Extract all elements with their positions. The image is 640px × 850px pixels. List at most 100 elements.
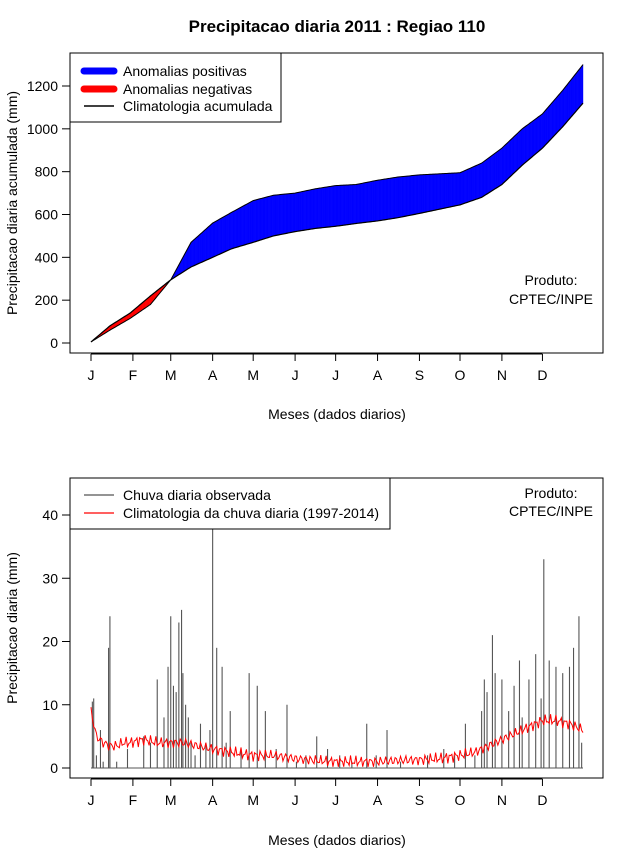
positive-anomaly-segment [236,208,239,248]
positive-anomaly-segment [354,184,357,224]
positive-anomaly-segment [412,175,415,216]
positive-anomaly-segment [566,82,569,123]
positive-anomaly-segment [494,151,497,190]
positive-anomaly-segment [469,167,472,202]
climatology-line [90,102,584,343]
positive-anomaly-segment [515,133,517,173]
positive-anomaly-segment [242,205,244,246]
positive-anomaly-segment [407,175,409,217]
positive-anomaly-segment [346,184,349,226]
positive-anomaly-segment [578,67,581,109]
positive-anomaly-segment [527,123,530,162]
positive-anomaly-segment [431,173,434,212]
bottom-y-tick-label: 20 [42,634,58,650]
positive-anomaly-segment [290,193,293,233]
positive-anomaly-segment [538,115,540,152]
positive-anomaly-segment [396,176,399,219]
positive-anomaly-segment [313,188,316,229]
positive-anomaly-segment [331,185,334,227]
positive-anomaly-segment [415,174,417,215]
positive-anomaly-segment [517,130,520,170]
positive-anomaly-segment [219,218,221,255]
positive-anomaly-segment [193,238,196,267]
accumulated-chart: 0 200 400 600 800 1000 1200 J F M A M J J A S O N D Meses… [4,52,604,422]
positive-anomaly-segment [524,125,527,164]
positive-anomaly-segment [478,163,481,199]
positive-anomaly-segment [505,142,508,182]
legend-observed-label: Chuva diaria observada [123,487,271,503]
positive-anomaly-segment [542,111,544,149]
bottom-x-tick-label: M [165,792,177,808]
positive-anomaly-segment [312,188,315,230]
positive-anomaly-segment [442,173,444,209]
positive-anomaly-segment [546,107,549,145]
positive-anomaly-segment [378,179,381,221]
positive-anomaly-segment [535,117,538,155]
positive-anomaly-segment [450,172,453,208]
bottom-x-label: Meses (dados diarios) [268,832,406,848]
positive-anomaly-segment [405,175,408,217]
positive-anomaly-segment [307,189,309,230]
top-y-tick-label: 1000 [27,121,58,137]
positive-anomaly-segment [192,239,194,267]
positive-anomaly-segment [332,185,335,227]
positive-anomaly-segment [511,137,513,176]
positive-anomaly-segment [281,194,284,235]
top-x-tick-label: F [129,367,138,383]
positive-anomaly-segment [443,173,446,209]
bottom-x-tick-label: O [455,792,466,808]
positive-anomaly-segment [457,172,459,206]
top-x-tick-label: O [455,367,466,383]
bottom-x-tick-label: J [292,792,299,808]
positive-anomaly-segment [274,194,277,236]
positive-anomaly-segment [486,157,489,195]
positive-anomaly-segment [551,100,554,139]
positive-anomaly-segment [577,69,580,110]
positive-anomaly-segment [358,183,361,224]
positive-anomaly-segment [247,202,250,245]
bottom-legend-box [69,477,391,530]
positive-anomaly-segment [497,149,500,188]
positive-anomaly-segment [516,132,519,171]
positive-anomaly-segment [536,116,539,154]
top-x-tick-label: N [497,367,507,383]
positive-anomaly-segment [371,180,374,222]
positive-anomaly-segment [492,153,494,191]
positive-anomaly-segment [481,161,484,198]
top-x-tick-label: D [537,367,547,383]
legend-positive-label: Anomalias positivas [123,63,247,79]
positive-anomaly-segment [262,197,265,240]
positive-anomaly-segment [561,89,563,129]
positive-anomaly-segment [292,192,294,233]
positive-anomaly-segment [207,226,209,261]
positive-anomaly-segment [263,197,266,240]
positive-anomaly-segment [420,174,423,214]
positive-anomaly-segment [554,97,557,136]
positive-anomaly-segment [571,76,574,117]
positive-anomaly-segment [335,185,338,227]
positive-anomaly-segment [336,185,339,227]
positive-anomaly-segment [428,174,431,212]
bottom-product-label: Produto: [525,485,578,501]
positive-anomaly-segment [348,184,351,225]
positive-anomaly-segment [488,156,490,194]
positive-anomaly-segment [489,155,492,193]
positive-anomaly-segment [539,114,542,151]
positive-anomaly-segment [194,237,197,266]
positive-anomaly-segment [493,152,496,191]
positive-anomaly-segment [398,176,401,218]
positive-anomaly-segment [231,211,234,250]
positive-anomaly-segment [580,65,582,107]
positive-anomaly-segment [385,178,388,220]
positive-anomaly-segment [467,168,470,203]
positive-anomaly-segment [224,215,227,253]
positive-anomaly-segment [558,92,561,132]
positive-anomaly-segment [200,232,203,264]
positive-anomaly-segment [576,70,578,112]
top-y-tick-label: 1200 [27,78,58,94]
positive-anomaly-segment [484,159,486,197]
positive-anomaly-segment [421,174,424,214]
positive-anomaly-segment [417,174,420,214]
positive-anomaly-segment [466,168,469,203]
